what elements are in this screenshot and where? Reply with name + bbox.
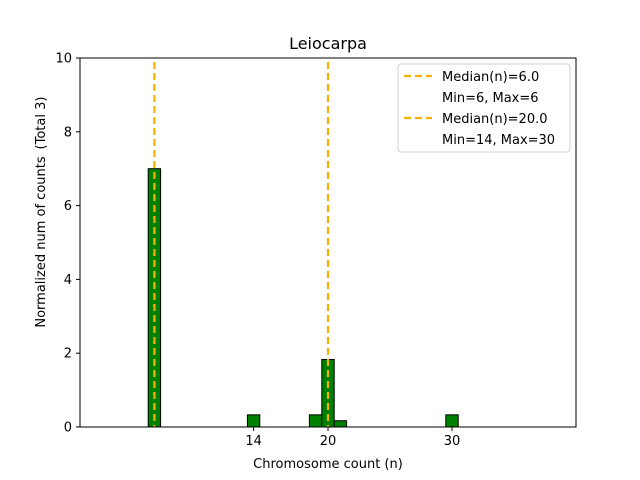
bar-n-30 xyxy=(445,414,459,428)
y-tick-label-0: 0 xyxy=(64,421,72,436)
chart-title: Leiocarpa xyxy=(289,34,367,53)
y-axis-label: Normalized num of counts xyxy=(34,156,49,327)
bar-n-19 xyxy=(308,414,323,428)
y-tick-label-10: 10 xyxy=(55,52,72,67)
plot-area: 14 20 30 0 2 4 6 8 10 xyxy=(55,52,577,449)
y-tick-label-2: 2 xyxy=(64,347,72,362)
legend-label-median-1: Median(n)=20.0 xyxy=(442,112,548,127)
legend-box xyxy=(397,63,571,153)
legend-sublabel-median-0: Min=6, Max=6 xyxy=(442,91,539,106)
y-tick-label-6: 6 xyxy=(64,199,72,214)
y-tick-label-4: 4 xyxy=(64,273,72,288)
x-tick-label-14: 14 xyxy=(245,434,262,449)
legend-sublabel-median-1: Min=14, Max=30 xyxy=(442,133,555,148)
legend: Median(n)=6.0 Min=6, Max=6 Median(n)=20.0 M… xyxy=(397,63,571,153)
y-axis-label-total: (Total 3) xyxy=(34,97,49,150)
bar-n-21 xyxy=(333,420,348,428)
bar-n-14 xyxy=(246,414,261,428)
x-tick-label-30: 30 xyxy=(444,434,461,449)
y-tick-label-8: 8 xyxy=(64,125,72,140)
x-axis-label: Chromosome count (n) xyxy=(253,457,403,472)
x-tick-label-20: 20 xyxy=(320,434,337,449)
legend-label-median-0: Median(n)=6.0 xyxy=(442,70,539,85)
